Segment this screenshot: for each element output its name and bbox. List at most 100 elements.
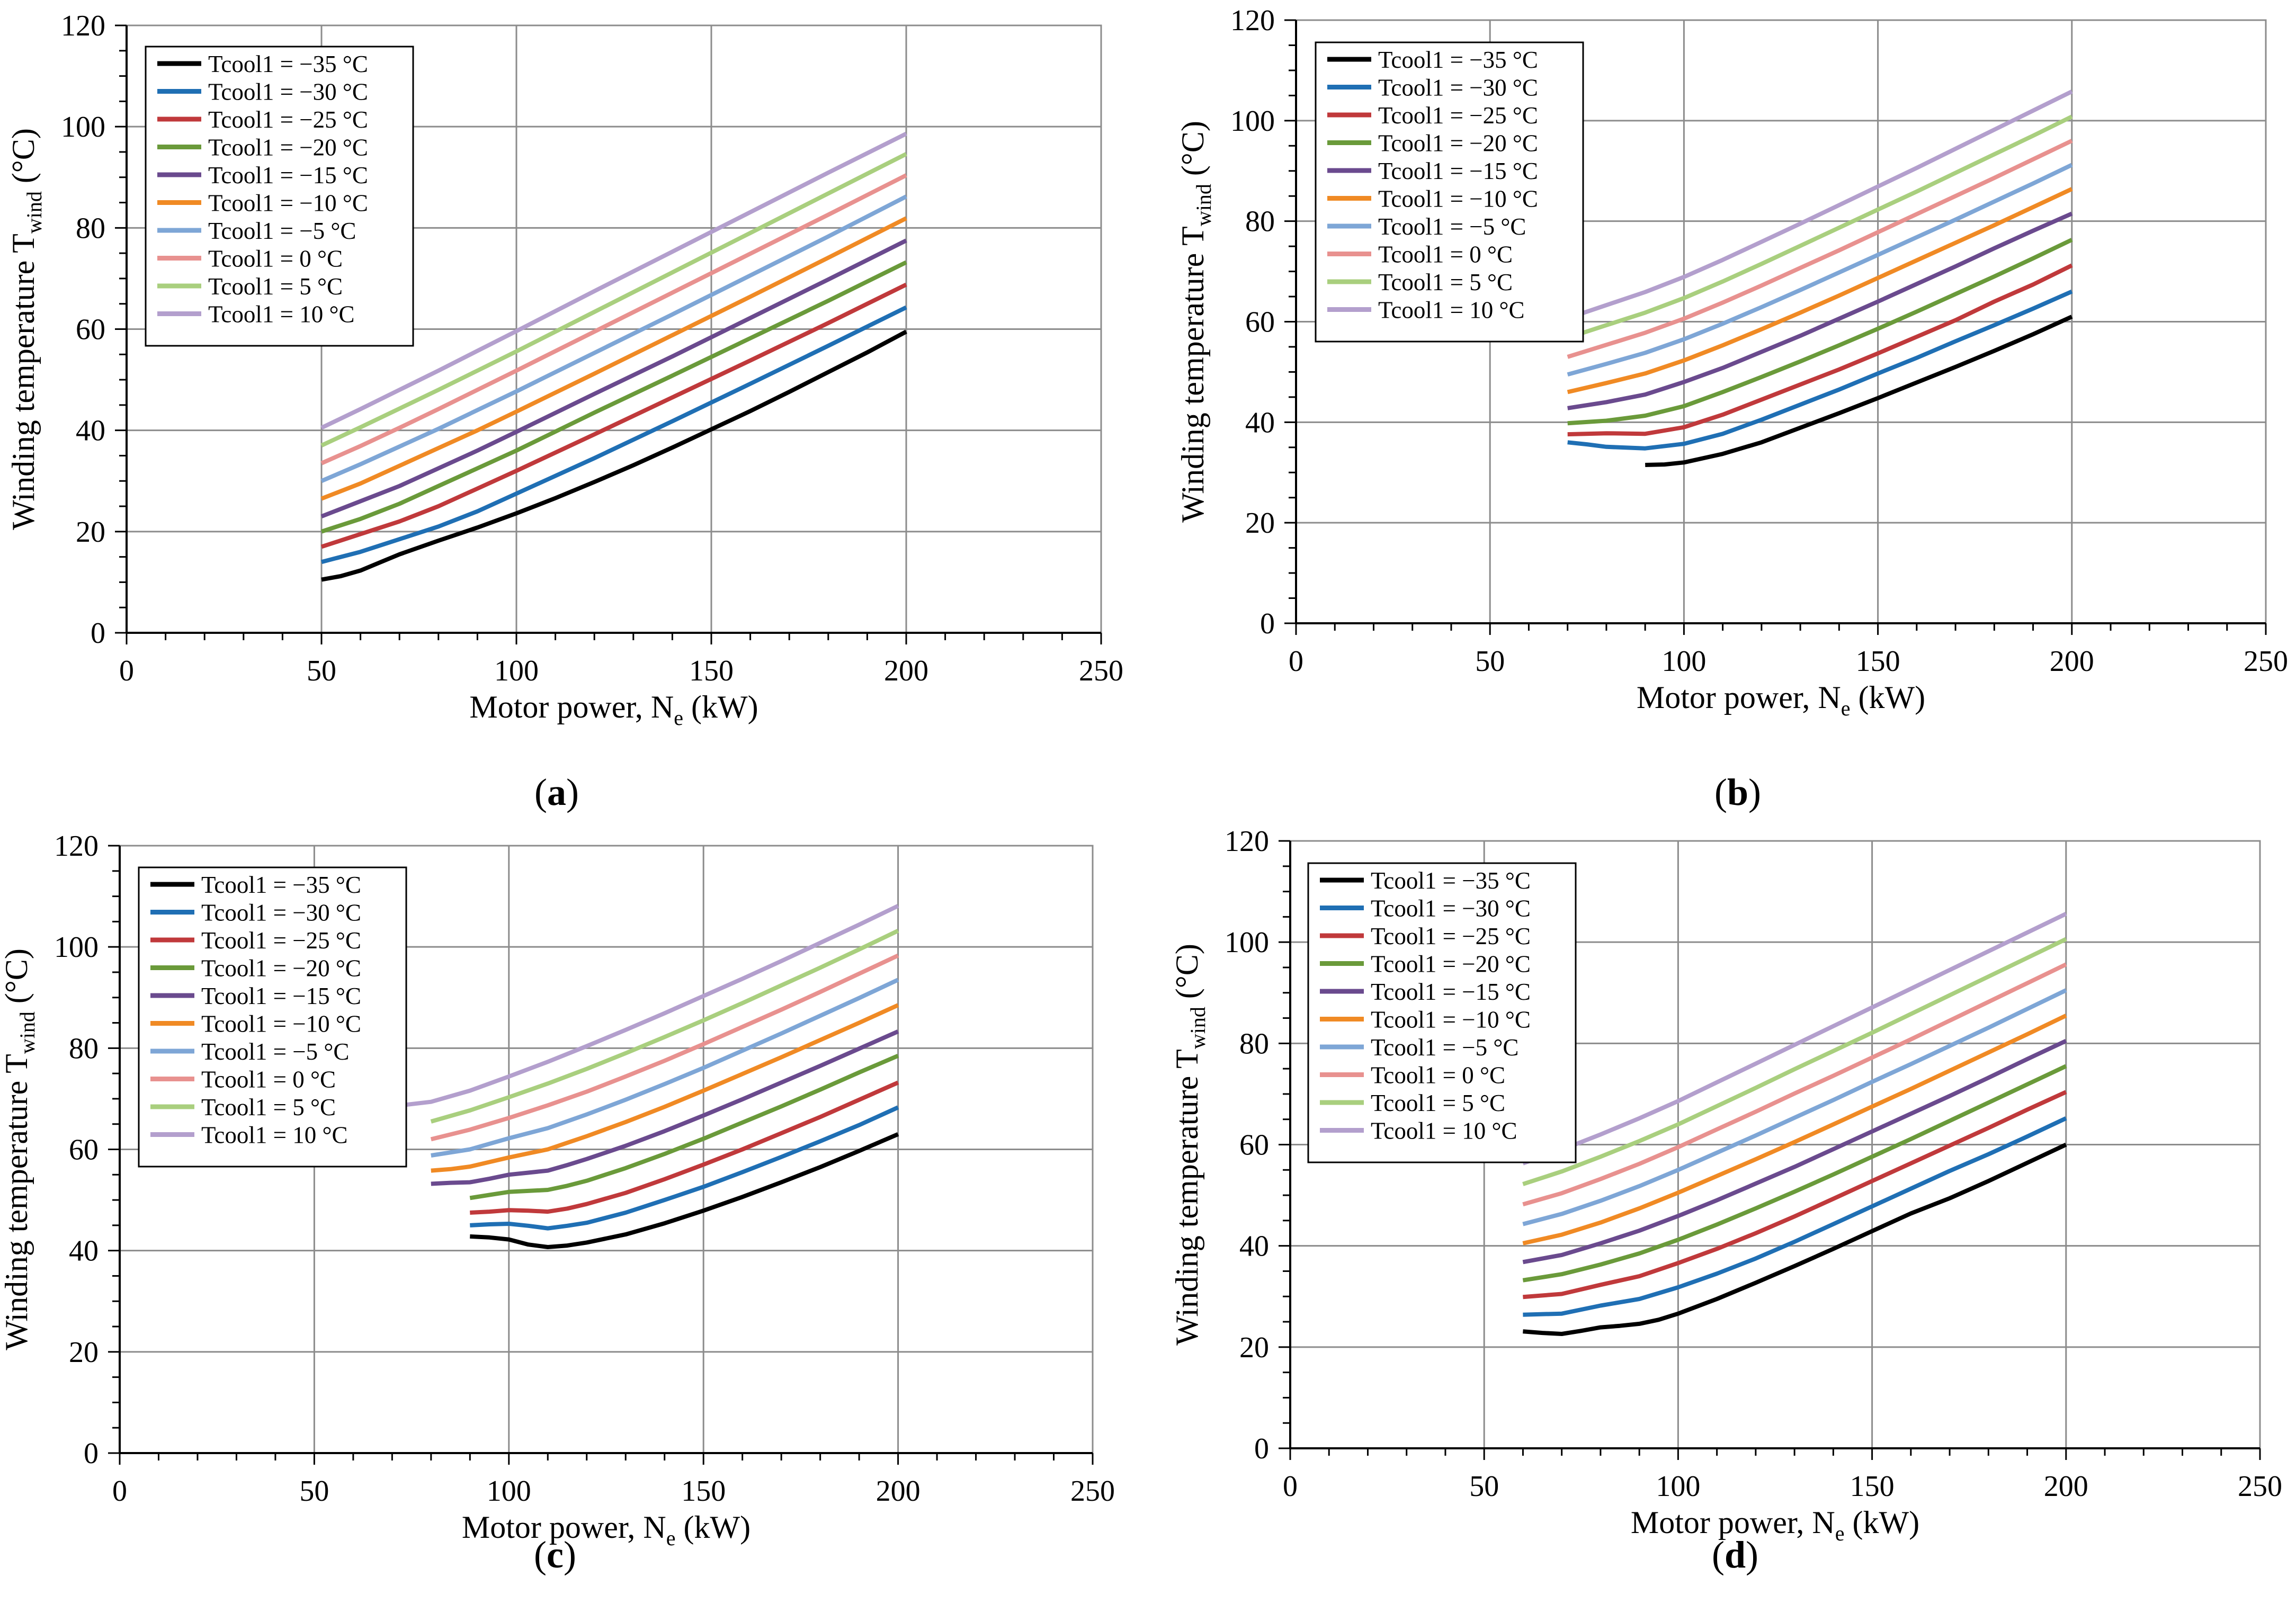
x-tick-label: 100	[1656, 1470, 1700, 1503]
y-axis-title: Winding temperature Twind (°C)	[1175, 121, 1216, 523]
series-line	[1567, 289, 2073, 451]
series-line	[470, 1080, 899, 1215]
series-line	[1522, 911, 2067, 1166]
x-tick-label: 250	[1070, 1475, 1115, 1508]
series-line	[320, 152, 907, 447]
chart-panel-d: 0 50 100 150 200 250 0 20 40 60 80 100 120 Motor powe…	[1169, 825, 2282, 1545]
legend-entry: Tcool1 = −10 °C	[1371, 1007, 1531, 1033]
series-line	[1567, 163, 2073, 377]
x-tick-label: 50	[307, 655, 336, 687]
series-line	[1522, 962, 2067, 1207]
panel-label: (a)	[534, 771, 579, 813]
legend-entry: Tcool1 = −5 °C	[208, 218, 356, 244]
legend-entry: Tcool1 = −15 °C	[1371, 979, 1531, 1005]
y-tick-label: 0	[1260, 607, 1275, 640]
x-tick-label: 0	[1283, 1470, 1298, 1503]
y-tick-label: 40	[1245, 406, 1275, 439]
y-tick-label: 20	[76, 516, 105, 549]
y-tick-label: 120	[61, 10, 105, 42]
legend-entry: Tcool1 = 10 °C	[208, 301, 354, 328]
chart-panel-a: 0 50 100 150 200 250 0 20 40 60 80 100 120 Motor powe…	[6, 10, 1123, 730]
legend-entry: Tcool1 = −20 °C	[1371, 951, 1531, 978]
series-line	[1567, 89, 2073, 320]
legend-entry: Tcool1 = 0 °C	[1378, 241, 1513, 268]
legend-entry: Tcool1 = −30 °C	[1371, 895, 1531, 922]
legend-box	[1315, 41, 1584, 343]
x-tick-label: 250	[2244, 645, 2288, 678]
series-line	[320, 131, 907, 430]
legend-entry: Tcool1 = −10 °C	[1378, 186, 1538, 212]
legend-entry: Tcool1 = 10 °C	[1378, 297, 1524, 324]
series-line	[1522, 1014, 2067, 1245]
series-line	[320, 238, 907, 518]
x-tick-label: 250	[2238, 1470, 2282, 1503]
y-tick-label: 100	[1225, 926, 1269, 959]
series-line	[1567, 238, 2073, 426]
y-axis-title: Winding temperature Twind (°C)	[6, 128, 46, 530]
y-tick-label: 0	[84, 1437, 99, 1470]
series-line	[1522, 1064, 2067, 1283]
series-line	[320, 194, 907, 483]
y-tick-label: 80	[69, 1032, 99, 1065]
x-tick-label: 150	[689, 655, 734, 687]
y-tick-label: 80	[1239, 1027, 1269, 1060]
legend-entry: Tcool1 = 5 °C	[208, 273, 343, 300]
legend-entry: Tcool1 = 0 °C	[1371, 1062, 1505, 1089]
legend-entry: Tcool1 = 5 °C	[1371, 1090, 1505, 1116]
x-tick-label: 50	[299, 1475, 329, 1508]
legend-entry: Tcool1 = −5 °C	[1378, 213, 1526, 240]
legend-entry: Tcool1 = −15 °C	[1378, 158, 1538, 184]
series-line	[431, 978, 899, 1158]
legend-entry: Tcool1 = −30 °C	[208, 79, 368, 105]
x-tick-label: 50	[1469, 1470, 1499, 1503]
series-line	[320, 305, 907, 564]
legend-entry: Tcool1 = −10 °C	[201, 1011, 361, 1037]
y-tick-label: 80	[76, 212, 105, 245]
y-tick-label: 0	[91, 617, 105, 650]
y-axis-title: Winding temperature Twind (°C)	[1169, 944, 1210, 1346]
series-line	[1567, 263, 2073, 437]
y-tick-label: 20	[1245, 507, 1275, 540]
y-tick-label: 60	[1239, 1129, 1269, 1162]
legend-entry: Tcool1 = −20 °C	[201, 955, 361, 982]
series-line	[1522, 937, 2067, 1186]
y-tick-label: 120	[1230, 4, 1275, 37]
y-tick-label: 40	[76, 415, 105, 447]
x-tick-label: 0	[112, 1475, 127, 1508]
legend-entry: Tcool1 = 10 °C	[201, 1122, 347, 1149]
y-tick-label: 100	[61, 111, 105, 144]
legend-entry: Tcool1 = −20 °C	[208, 135, 368, 161]
series-line	[430, 953, 899, 1142]
legend-entry: Tcool1 = 5 °C	[1378, 269, 1513, 295]
x-tick-label: 50	[1475, 645, 1505, 678]
legend-entry: Tcool1 = 5 °C	[201, 1094, 336, 1121]
series-line	[320, 216, 907, 501]
legend-entry: Tcool1 = −15 °C	[201, 983, 361, 1009]
y-tick-label: 60	[69, 1134, 99, 1167]
legend-entry: Tcool1 = 10 °C	[1371, 1118, 1517, 1144]
series-line	[1523, 1116, 2067, 1317]
y-tick-label: 40	[69, 1235, 99, 1268]
series-line	[1523, 1090, 2067, 1300]
legend-entry: Tcool1 = −35 °C	[1371, 867, 1531, 894]
x-tick-label: 200	[884, 655, 928, 687]
x-axis-title: Motor power, Ne (kW)	[462, 1510, 751, 1550]
legend-entry: Tcool1 = −5 °C	[1371, 1034, 1518, 1061]
legend-entry: Tcool1 = −35 °C	[1378, 47, 1538, 73]
chart-panel-c: 0 50 100 150 200 250 0 20 40 60 80 100 120 Motor powe…	[0, 830, 1115, 1550]
series-line	[1567, 114, 2073, 340]
x-tick-label: 150	[1856, 645, 1900, 678]
series-line	[320, 173, 907, 465]
x-axis-title: Motor power, Ne (kW)	[469, 689, 758, 730]
y-tick-label: 20	[69, 1336, 99, 1369]
x-tick-label: 200	[2050, 645, 2094, 678]
y-tick-label: 80	[1245, 205, 1275, 238]
legend-entry: Tcool1 = −20 °C	[1378, 130, 1538, 157]
legend-entry: Tcool1 = −15 °C	[208, 162, 368, 189]
series-line	[320, 282, 907, 549]
y-tick-label: 20	[1239, 1331, 1269, 1364]
series-line	[1567, 211, 2073, 410]
